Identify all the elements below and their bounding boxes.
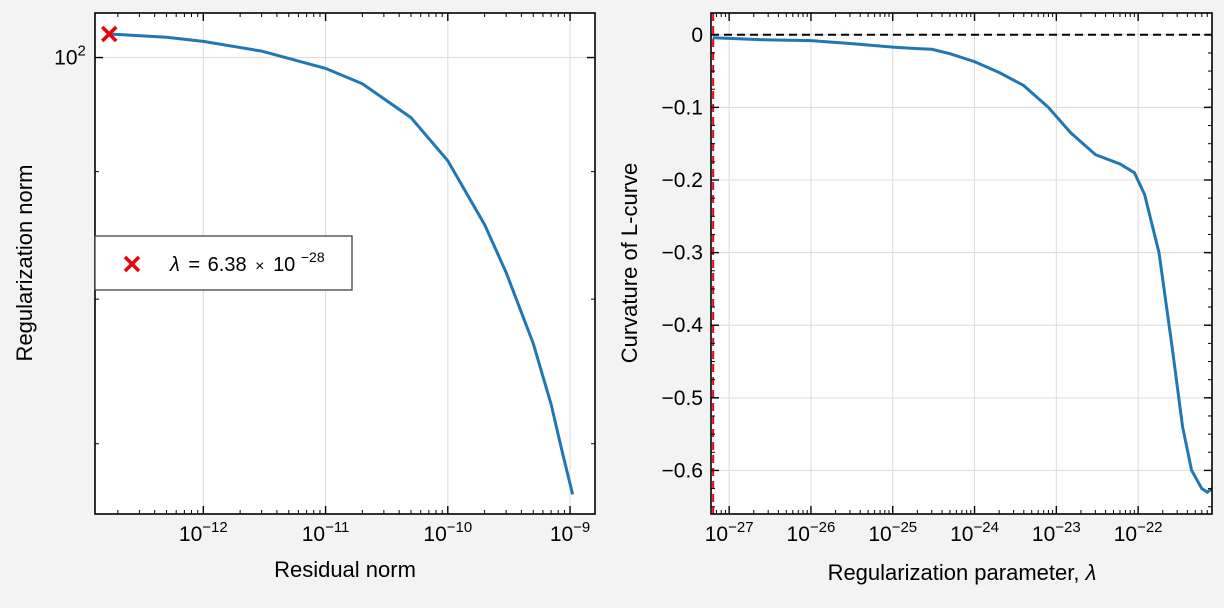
l-curve-line xyxy=(109,32,575,495)
legend-times: × xyxy=(255,258,264,275)
legend-label: λ = 6.38 × 10 −28 xyxy=(169,249,325,276)
x-tick-label: 10−9 xyxy=(550,519,590,546)
curvature-plot: 10−27 10−26 10−25 10−24 10−23 10−22 0 −0.1 −0.2 −… xyxy=(617,12,1213,585)
x-axis-label: Residual norm xyxy=(274,557,416,582)
x-tick-label: 10−12 xyxy=(179,519,228,546)
y-axis-label: Curvature of L-curve xyxy=(617,163,642,364)
x-tick-label: 10−10 xyxy=(423,519,472,546)
x-axis-label: Regularization parameter, λ xyxy=(828,560,1097,585)
axis-ticks: 10−12 10−11 10−10 10−9 102 xyxy=(54,13,595,546)
x-axis-label-text: Regularization parameter, xyxy=(828,560,1086,585)
legend-exponent: −28 xyxy=(301,249,325,265)
y-tick-label: 0 xyxy=(691,24,703,47)
y-tick-label: −0.3 xyxy=(662,242,703,265)
y-tick-label: −0.1 xyxy=(662,96,703,119)
optimal-lambda-marker xyxy=(101,25,118,43)
l-curve-plot: 10−12 10−11 10−10 10−9 102 λ = 6.38 × 10 −28… xyxy=(12,12,596,582)
legend-base: 10 xyxy=(273,254,295,276)
plot-frame xyxy=(710,12,1213,515)
legend-marker xyxy=(123,255,141,273)
x-tick-label: 10−26 xyxy=(787,519,836,546)
legend-x-symbol xyxy=(123,255,141,273)
legend: λ = 6.38 × 10 −28 xyxy=(94,235,353,291)
x-tick-label: 10−27 xyxy=(705,519,754,546)
x-tick-label: 10−25 xyxy=(868,519,917,546)
legend-lambda: λ xyxy=(169,254,180,276)
legend-box xyxy=(94,235,353,291)
curvature-line xyxy=(712,36,1212,495)
x-axis-label-lambda: λ xyxy=(1085,560,1097,585)
y-axis-label: Regularization norm xyxy=(12,165,37,362)
x-tick-label: 10−11 xyxy=(302,519,350,546)
x-tick-label: 10−24 xyxy=(950,519,999,546)
y-tick-label: −0.6 xyxy=(662,459,703,482)
x-tick-label: 10−22 xyxy=(1114,519,1163,546)
y-tick-label: 102 xyxy=(54,43,86,70)
optimal-lambda-x xyxy=(101,25,118,43)
plot-area xyxy=(711,13,1212,514)
x-tick-label: 10−23 xyxy=(1032,519,1081,546)
reference-lines xyxy=(711,13,1212,514)
legend-mantissa: 6.38 xyxy=(208,254,247,276)
y-tick-label: −0.2 xyxy=(662,169,703,192)
y-tick-label: −0.5 xyxy=(662,387,703,410)
axis-ticks: 10−27 10−26 10−25 10−24 10−23 10−22 0 −0.1 −0.2 −… xyxy=(662,13,1213,546)
legend-equals: = xyxy=(188,254,200,276)
y-tick-label: −0.4 xyxy=(662,314,704,337)
